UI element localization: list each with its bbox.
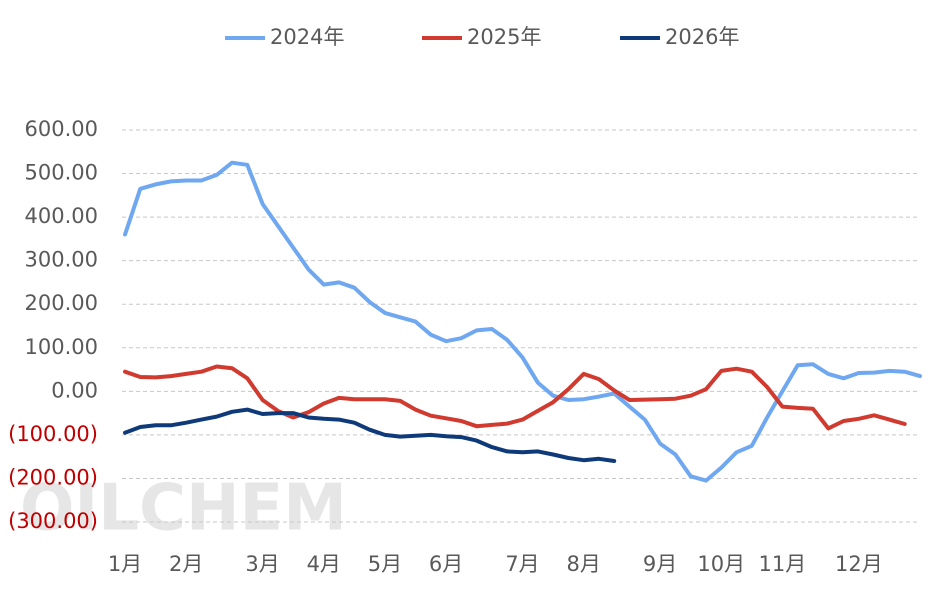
legend-label: 2025年	[467, 25, 541, 49]
y-tick-label: (300.00)	[8, 509, 98, 533]
y-tick-label: 100.00	[25, 335, 98, 359]
y-tick-label: 300.00	[25, 248, 98, 272]
y-tick-label: 500.00	[25, 161, 98, 185]
y-tick-label: 0.00	[51, 378, 98, 402]
watermark: OILCHEM	[20, 472, 347, 546]
x-tick-label: 1月	[108, 552, 142, 576]
x-tick-label: 11月	[759, 552, 807, 576]
x-tick-label: 10月	[697, 552, 745, 576]
series-line	[123, 364, 907, 431]
y-tick-label: 600.00	[25, 117, 98, 141]
y-tick-label: (100.00)	[8, 422, 98, 446]
x-tick-label: 9月	[643, 552, 677, 576]
legend-label: 2024年	[270, 25, 344, 49]
series-line	[123, 160, 922, 483]
x-tick-label: 4月	[307, 552, 341, 576]
y-tick-label: 400.00	[25, 204, 98, 228]
x-tick-label: 8月	[566, 552, 600, 576]
legend-label: 2026年	[665, 25, 739, 49]
x-tick-label: 6月	[429, 552, 463, 576]
x-tick-label: 12月	[835, 552, 883, 576]
x-tick-label: 3月	[245, 552, 279, 576]
y-tick-label: 200.00	[25, 291, 98, 315]
x-tick-label: 2月	[169, 552, 203, 576]
series-line	[123, 407, 617, 463]
x-tick-label: 5月	[368, 552, 402, 576]
y-tick-label: (200.00)	[8, 465, 98, 489]
x-tick-label: 7月	[505, 552, 539, 576]
